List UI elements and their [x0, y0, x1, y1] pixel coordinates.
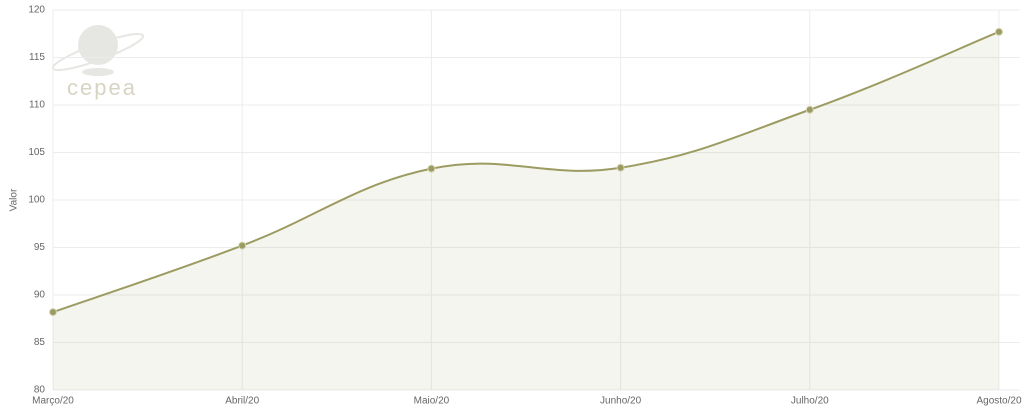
x-tick-label: Julho/20 — [791, 396, 829, 407]
y-tick-label: 90 — [34, 290, 46, 301]
x-tick-label: Junho/20 — [600, 396, 642, 407]
point — [49, 308, 57, 317]
y-tick-label: 80 — [34, 385, 46, 396]
y-tick-label: 110 — [29, 100, 45, 111]
point — [995, 27, 1003, 36]
x-tick-label: Agosto/20 — [976, 396, 1021, 407]
point — [616, 163, 625, 172]
logo-text: cepea — [67, 75, 137, 100]
y-tick-label: 115 — [29, 52, 45, 63]
area-fill — [53, 31, 999, 390]
x-tick-label: Março/20 — [32, 396, 74, 407]
point — [238, 241, 247, 250]
x-tick-label: Abril/20 — [225, 396, 259, 407]
y-tick-label: 100 — [28, 195, 45, 206]
y-tick-label: 105 — [28, 147, 45, 158]
point — [427, 164, 436, 173]
y-tick-label: 95 — [34, 242, 46, 253]
point — [805, 105, 814, 114]
y-axis-label: Valor — [9, 188, 20, 211]
y-tick-label: 85 — [34, 337, 46, 348]
line — [52, 30, 1000, 314]
x-tick-label: Maio/20 — [414, 396, 450, 407]
logo-graphic — [51, 25, 145, 76]
y-tick-label: 120 — [28, 5, 45, 16]
